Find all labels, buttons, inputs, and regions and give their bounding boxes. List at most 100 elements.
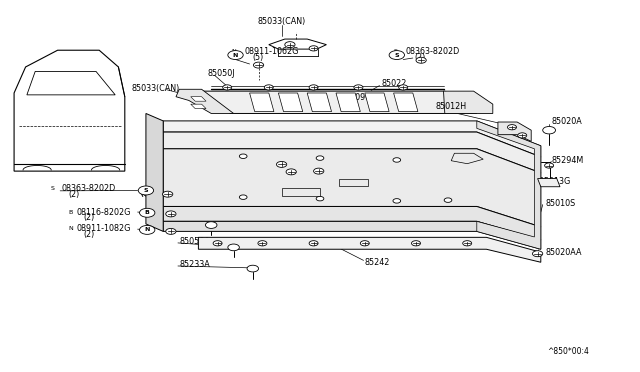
Polygon shape (365, 93, 389, 112)
Polygon shape (498, 122, 531, 141)
Circle shape (354, 85, 363, 90)
Polygon shape (163, 206, 541, 240)
Polygon shape (307, 93, 332, 112)
Circle shape (309, 241, 318, 246)
Circle shape (264, 85, 273, 90)
Text: 85010S: 85010S (545, 199, 575, 208)
Circle shape (239, 154, 247, 158)
Text: (2): (2) (83, 213, 95, 222)
Text: (5): (5) (253, 53, 264, 62)
Circle shape (543, 126, 556, 134)
Circle shape (416, 57, 426, 63)
Text: (2): (2) (83, 230, 95, 239)
Text: S: S (51, 186, 54, 192)
Text: 85013H: 85013H (250, 178, 280, 187)
Text: (2): (2) (68, 190, 80, 199)
Circle shape (140, 208, 155, 217)
Text: (2): (2) (414, 53, 426, 62)
Text: ^850*00:4: ^850*00:4 (547, 347, 589, 356)
Text: 85294M: 85294M (552, 156, 584, 165)
Polygon shape (198, 237, 541, 262)
Text: S: S (143, 188, 148, 193)
Circle shape (444, 198, 452, 202)
Circle shape (258, 241, 267, 246)
Circle shape (166, 211, 176, 217)
Text: B: B (145, 210, 150, 215)
Circle shape (393, 158, 401, 162)
Circle shape (316, 156, 324, 160)
Circle shape (532, 251, 543, 257)
Circle shape (360, 241, 369, 246)
Circle shape (253, 62, 264, 68)
Circle shape (463, 241, 472, 246)
Polygon shape (198, 91, 477, 113)
Circle shape (285, 42, 295, 48)
Text: 85020AA: 85020AA (545, 248, 582, 257)
Polygon shape (176, 89, 234, 113)
Polygon shape (163, 221, 541, 249)
Polygon shape (191, 97, 206, 101)
Polygon shape (250, 93, 274, 112)
Circle shape (140, 225, 155, 234)
Text: 85090M: 85090M (346, 93, 378, 102)
Text: 85033(CAN): 85033(CAN) (131, 84, 179, 93)
Text: 85012F: 85012F (237, 161, 266, 170)
Circle shape (399, 85, 408, 90)
Circle shape (223, 85, 232, 90)
Polygon shape (538, 179, 560, 187)
Polygon shape (394, 93, 418, 112)
Text: 85240: 85240 (426, 149, 451, 158)
Circle shape (213, 241, 222, 246)
Text: 85012H: 85012H (435, 102, 467, 111)
Text: 85020A: 85020A (552, 117, 582, 126)
Text: -85013G: -85013G (536, 177, 571, 186)
Text: B: B (68, 209, 72, 215)
Text: N: N (233, 52, 238, 58)
Circle shape (412, 241, 420, 246)
Circle shape (316, 196, 324, 201)
Text: N: N (232, 49, 237, 54)
Polygon shape (444, 91, 493, 113)
Text: 85033(CAN): 85033(CAN) (257, 17, 306, 26)
Text: 85206G: 85206G (169, 214, 200, 223)
Circle shape (205, 222, 217, 228)
Text: 85050A: 85050A (179, 237, 210, 246)
Text: 85242: 85242 (365, 258, 390, 267)
Polygon shape (191, 104, 206, 109)
Circle shape (163, 191, 173, 197)
Circle shape (309, 46, 318, 51)
Text: 85022: 85022 (381, 79, 407, 88)
Text: 08116-8202G: 08116-8202G (77, 208, 131, 217)
Circle shape (166, 228, 176, 234)
Text: 08911-1062G: 08911-1062G (244, 47, 299, 56)
Circle shape (389, 51, 404, 60)
Circle shape (228, 51, 243, 60)
Circle shape (247, 265, 259, 272)
Circle shape (309, 85, 318, 90)
Text: 85233A: 85233A (179, 260, 210, 269)
Polygon shape (146, 113, 163, 231)
Circle shape (138, 186, 154, 195)
Circle shape (393, 199, 401, 203)
Circle shape (239, 195, 247, 199)
Circle shape (286, 169, 296, 175)
Text: N: N (145, 227, 150, 232)
Text: 85050J: 85050J (208, 69, 236, 78)
Polygon shape (477, 121, 541, 249)
Circle shape (228, 244, 239, 251)
Polygon shape (163, 121, 541, 157)
Text: 85020AA: 85020AA (270, 156, 307, 165)
Circle shape (518, 133, 527, 138)
Circle shape (545, 163, 554, 168)
Text: 08363-8202D: 08363-8202D (61, 184, 116, 193)
Text: 85294M: 85294M (333, 167, 365, 176)
Polygon shape (336, 93, 360, 112)
Polygon shape (163, 149, 541, 227)
Text: S: S (394, 52, 399, 58)
Circle shape (508, 125, 516, 130)
Text: 08363-8202D: 08363-8202D (405, 47, 460, 56)
Circle shape (276, 161, 287, 167)
Polygon shape (278, 93, 303, 112)
Text: N: N (68, 226, 73, 231)
Text: 08911-1082G: 08911-1082G (77, 224, 131, 233)
